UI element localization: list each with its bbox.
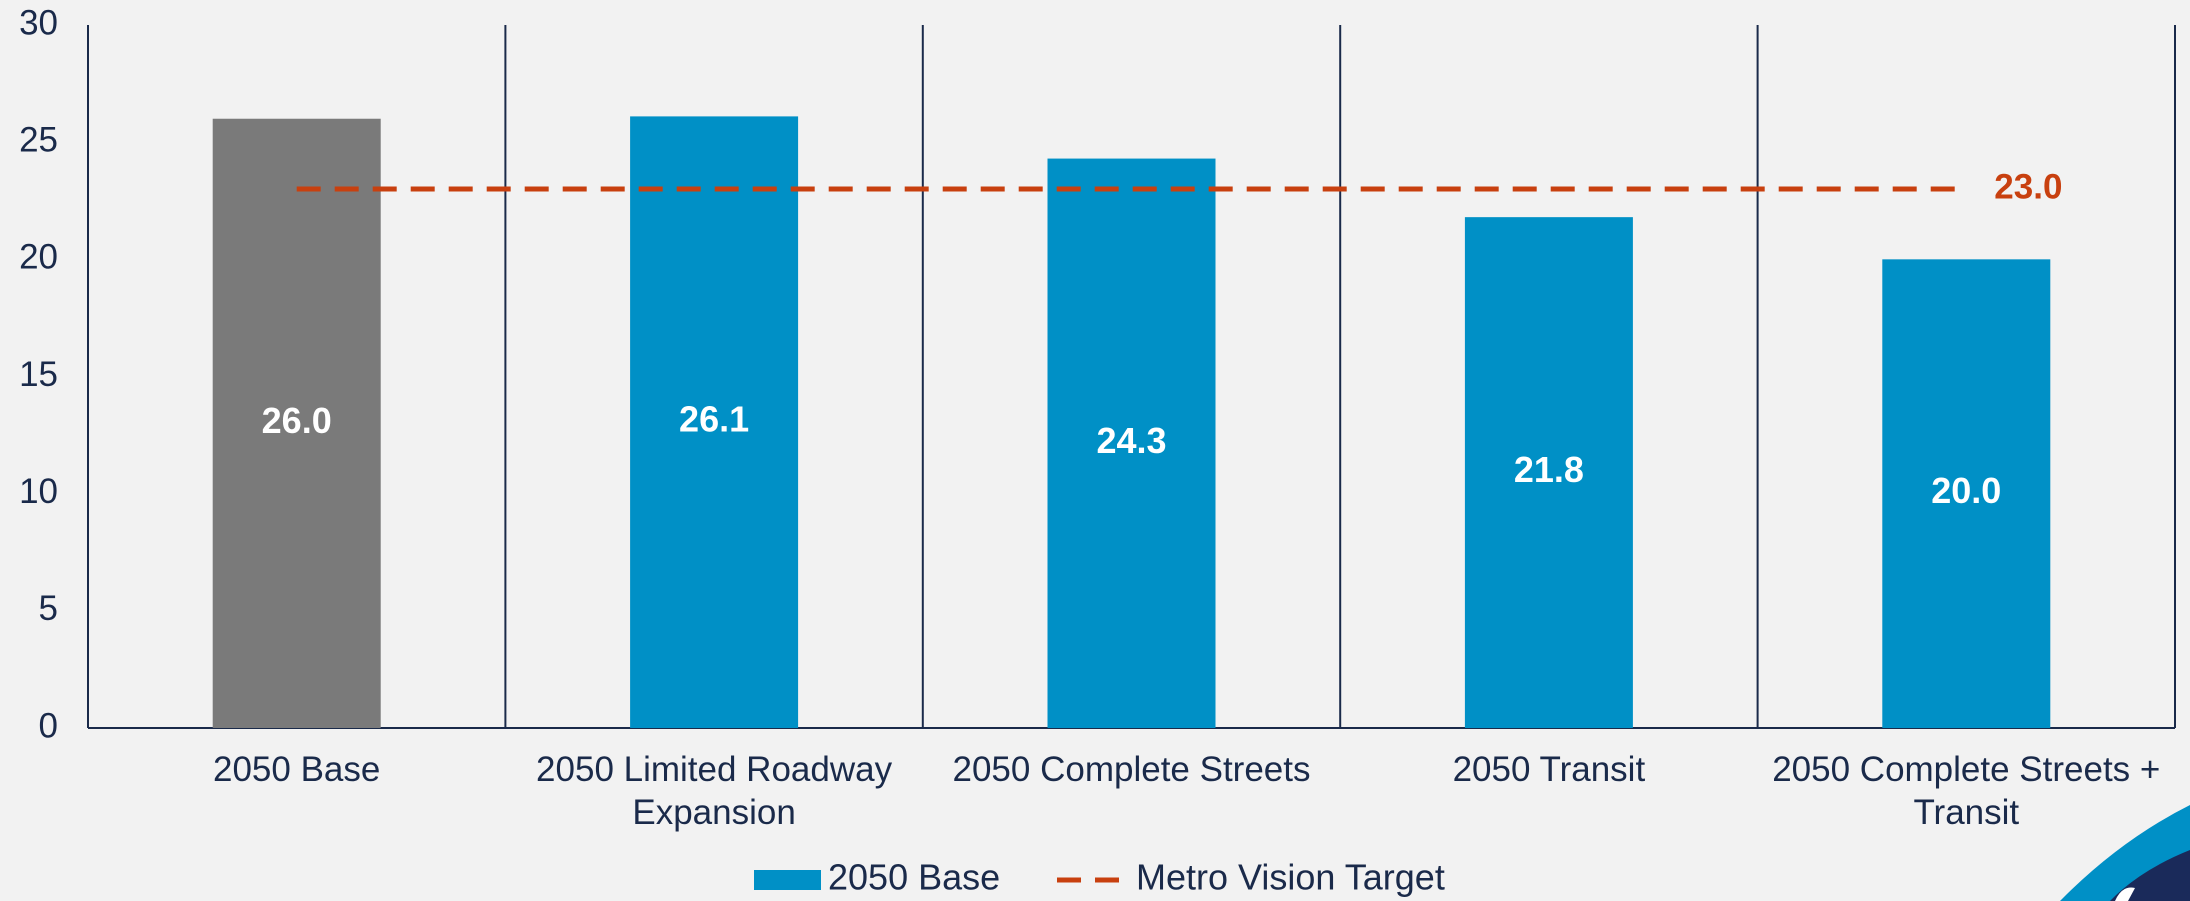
- bar: [1882, 259, 2051, 728]
- bar: [1464, 217, 1633, 729]
- y-tick-label: 25: [19, 120, 58, 159]
- legend-label: 2050 Base: [828, 857, 1000, 898]
- bar: [630, 116, 799, 728]
- data-label: 26.0: [262, 400, 332, 441]
- x-tick-label: 2050 Transit: [1452, 750, 1646, 789]
- bar: [1047, 158, 1216, 728]
- logo-mark: [2115, 887, 2135, 901]
- data-label: 24.3: [1096, 420, 1166, 461]
- y-tick-label: 5: [39, 589, 58, 628]
- legend-swatch: [754, 870, 821, 890]
- bar: [212, 118, 381, 728]
- y-tick-label: 15: [19, 355, 58, 394]
- data-label: 26.1: [679, 399, 749, 440]
- legend-label: Metro Vision Target: [1136, 857, 1445, 898]
- y-tick-label: 30: [19, 3, 58, 42]
- x-tick-label: 2050 Complete Streets + Transit: [1772, 750, 2161, 832]
- x-tick-label: 2050 Base: [213, 750, 381, 789]
- y-tick-label: 20: [19, 238, 58, 277]
- x-tick-label: 2050 Limited Roadway Expansion: [536, 750, 893, 832]
- y-tick-label: 10: [19, 472, 58, 511]
- y-tick-label: 0: [39, 706, 58, 745]
- data-label: 20.0: [1931, 470, 2001, 511]
- target-label: 23.0: [1994, 167, 2062, 206]
- x-tick-label: 2050 Complete Streets: [952, 750, 1311, 789]
- data-label: 21.8: [1514, 449, 1584, 490]
